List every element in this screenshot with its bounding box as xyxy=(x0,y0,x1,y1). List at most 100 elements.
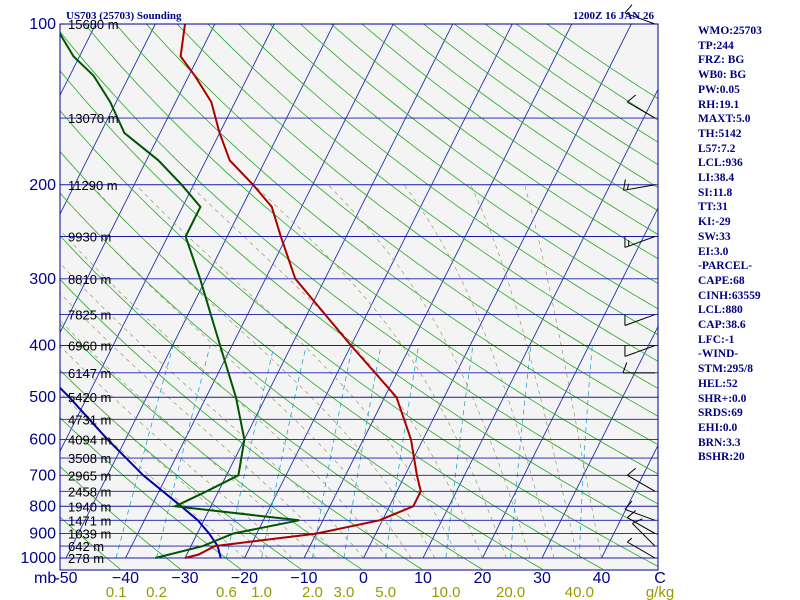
moist-adiabat-line xyxy=(189,184,483,559)
wind-barb-flag xyxy=(622,362,628,373)
index-row: PW:0.05 xyxy=(698,83,740,96)
profile-lines xyxy=(60,24,422,559)
temperature-tick-label: 10 xyxy=(414,570,432,587)
isotherm-line xyxy=(60,24,275,453)
index-row: WB0: BG xyxy=(698,69,747,82)
index-row: CINH:63559 xyxy=(698,289,761,302)
height-label: 4094 m xyxy=(68,433,111,448)
isotherm-line xyxy=(482,206,658,559)
wind-barb-flag xyxy=(626,467,637,476)
wind-barb-staff xyxy=(624,508,656,521)
dry-adiabat-line xyxy=(146,24,658,417)
mixing-ratio-unit: g/kg xyxy=(646,584,674,600)
height-label: 2965 m xyxy=(68,468,111,483)
height-label: 13070 m xyxy=(68,111,119,126)
height-label: 4731 m xyxy=(68,412,111,427)
isotherm-line xyxy=(541,325,658,559)
wind-barb-staff xyxy=(624,314,656,326)
index-row: LCL:880 xyxy=(698,304,743,317)
mixing-ratio-label: 0.1 xyxy=(106,584,127,600)
mixing-ratio-label: 5.0 xyxy=(375,584,396,600)
isotherm-line xyxy=(60,24,216,334)
index-row: WMO:25703 xyxy=(698,25,762,37)
index-row: RH:19.1 xyxy=(698,98,740,111)
height-label: 1940 m xyxy=(68,499,111,514)
mixing-ratio-label: 2.0 xyxy=(302,584,323,600)
wind-barb xyxy=(626,467,656,492)
mixing-ratio-label: 3.0 xyxy=(334,584,355,600)
wind-barb-flag xyxy=(626,510,637,518)
height-label: 11290 m xyxy=(68,178,118,193)
index-row: LI:38.4 xyxy=(698,172,735,185)
mixing-ratio-label: 1.0 xyxy=(251,584,272,600)
wind-barb xyxy=(624,4,656,25)
pressure-tick-label: 400 xyxy=(29,338,56,355)
y-axis-unit-label: mb xyxy=(34,570,56,587)
isotherm-line xyxy=(184,24,454,559)
index-row: TP:244 xyxy=(698,39,734,52)
wind-barb xyxy=(626,537,656,559)
index-row: SHR+:0.0 xyxy=(698,392,747,405)
dry-adiabat-line xyxy=(238,24,658,336)
moist-adiabat-line xyxy=(327,184,531,559)
dry-adiabat-line xyxy=(60,31,658,505)
wind-barb-flag xyxy=(624,4,633,14)
x-axis-unit-label: C xyxy=(654,570,666,587)
dry-adiabat-line xyxy=(60,278,423,570)
height-label: 6147 m xyxy=(68,366,111,381)
index-row: KI:-29 xyxy=(698,216,731,229)
height-label: 642 m xyxy=(68,539,104,554)
wind-barb xyxy=(626,510,656,534)
index-row: CAPE:68 xyxy=(698,274,745,287)
station-title: US703 (25703) Sounding xyxy=(66,10,182,22)
wind-barb-staff xyxy=(632,523,656,547)
dry-adiabat-line xyxy=(269,24,658,310)
height-label: 1039 m xyxy=(68,527,111,542)
height-label: 2458 m xyxy=(68,484,111,499)
pressure-tick-label: 700 xyxy=(29,467,56,484)
temperature-tick-label: −40 xyxy=(112,570,139,587)
wind-barb-flag xyxy=(632,518,643,524)
index-row: LFC:-1 xyxy=(698,333,735,346)
height-label: 278 m xyxy=(68,551,104,566)
index-row: -PARCEL- xyxy=(698,260,753,273)
dry-adiabat-line xyxy=(300,24,658,285)
wind-barb-flag xyxy=(626,537,633,543)
mixing-ratio-label: 40.0 xyxy=(565,584,594,600)
pressure-tick-label: 900 xyxy=(29,526,56,543)
temperature-tick-label: -50 xyxy=(54,570,77,587)
wind-barb xyxy=(624,500,656,521)
plot-background xyxy=(60,24,658,570)
dry-adiabat-line xyxy=(60,323,362,570)
height-label: 7825 m xyxy=(68,308,111,323)
height-label: 6960 m xyxy=(68,339,111,354)
index-row: SRDS:69 xyxy=(698,407,743,420)
dry-adiabat-line xyxy=(176,24,658,389)
index-row: STM:295/8 xyxy=(698,363,753,376)
index-row: TT:31 xyxy=(698,201,728,214)
isotherm-line xyxy=(363,24,632,559)
height-label: 9930 m xyxy=(68,229,111,244)
wind-barb-staff xyxy=(627,474,656,492)
stability-indices-panel: WMO:25703 TP:244 FRZ: BG WB0: BG PW:0.05 RH:1… xyxy=(698,24,798,465)
isotherm-line xyxy=(303,24,573,559)
isotherm-line xyxy=(601,444,658,559)
wind-barb xyxy=(624,236,656,248)
dry-adiabat-line xyxy=(84,24,658,475)
index-row: L57:7.2 xyxy=(698,142,736,155)
mixing-ratio-label: 10.0 xyxy=(431,584,460,600)
pressure-tick-label: 200 xyxy=(29,177,56,194)
height-label: 1471 m xyxy=(68,513,111,528)
height-label: 3508 m xyxy=(68,451,111,466)
isotherm-line xyxy=(60,24,156,215)
dry-adiabat-line xyxy=(60,417,242,570)
temperature-tick-label: 0 xyxy=(359,570,368,587)
dry-adiabat-line xyxy=(60,235,483,570)
index-row: HEL:52 xyxy=(698,377,738,390)
temperature-line xyxy=(179,24,422,559)
pressure-tick-label: 500 xyxy=(29,389,56,406)
index-row: CAP:38.6 xyxy=(698,319,746,332)
pressure-tick-label: 800 xyxy=(29,498,56,515)
mixing-ratio-label: 0.2 xyxy=(146,584,167,600)
